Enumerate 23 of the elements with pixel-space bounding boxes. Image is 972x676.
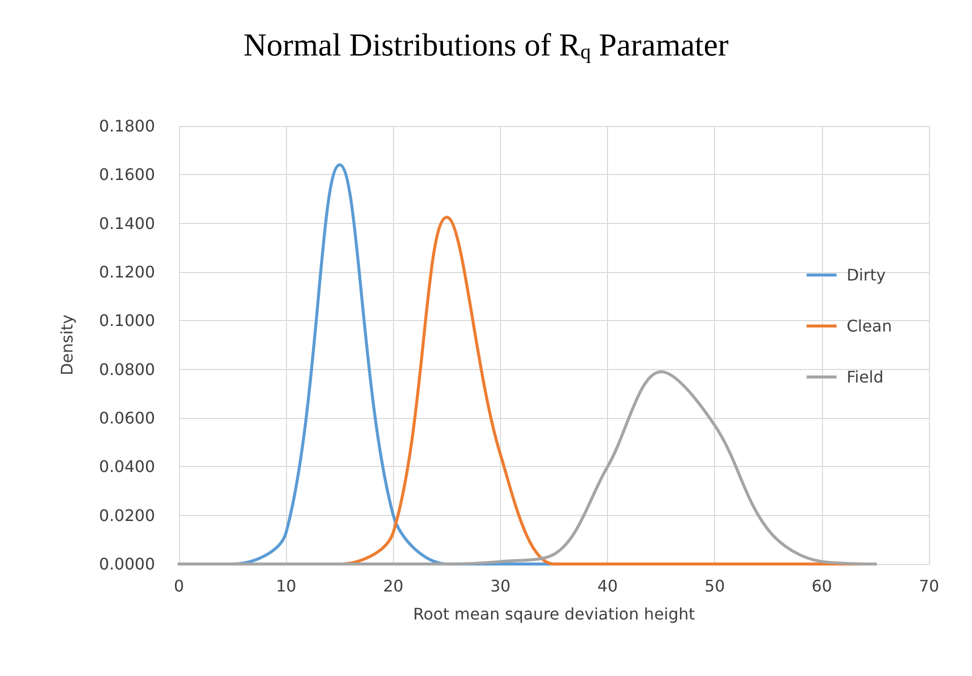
- legend-label: Dirty: [846, 266, 886, 284]
- y-tick-label: 0.1800: [99, 116, 155, 136]
- x-tick-label: 30: [490, 576, 511, 596]
- y-tick-label: 0.0800: [99, 360, 155, 379]
- y-tick-label: 0.0400: [99, 457, 155, 476]
- x-tick-label: 10: [276, 576, 296, 596]
- y-tick-label: 0.1400: [99, 214, 155, 233]
- legend-label: Field: [846, 368, 884, 386]
- x-tick-label: 60: [812, 576, 832, 596]
- y-tick-label: 0.0000: [99, 554, 155, 574]
- legend-label: Clean: [846, 316, 892, 336]
- x-tick-label: 0: [174, 576, 184, 596]
- x-axis-title: Root mean sqaure deviation height: [413, 604, 695, 624]
- y-tick-label: 0.1600: [99, 165, 155, 184]
- y-tick-label: 0.1000: [99, 311, 155, 330]
- x-tick-label: 40: [597, 576, 618, 596]
- x-tick-label: 20: [383, 576, 404, 596]
- x-tick-label: 70: [918, 576, 940, 596]
- y-axis-title: Density: [58, 314, 76, 376]
- y-tick-label: 0.0600: [99, 408, 155, 428]
- x-tick-label: 50: [704, 576, 725, 596]
- y-tick-label: 0.1200: [99, 262, 155, 282]
- y-tick-label: 0.0200: [99, 506, 155, 525]
